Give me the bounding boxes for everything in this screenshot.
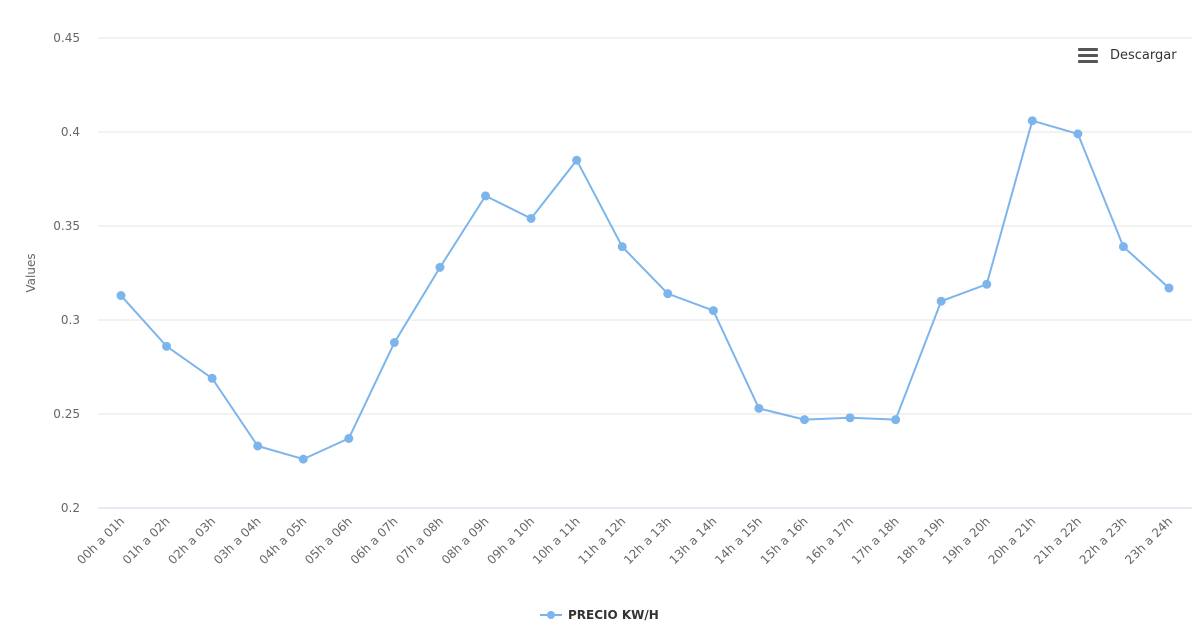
series-markers[interactable] [116,116,1174,464]
data-point[interactable] [891,415,901,425]
y-tick-label: 0.25 [53,407,80,421]
data-point[interactable] [207,373,217,383]
data-point[interactable] [845,413,855,423]
x-tick-label: 17h a 18h [849,514,902,567]
x-tick-label: 18h a 19h [894,514,947,567]
data-point[interactable] [162,341,172,351]
legend-label: PRECIO KW/H [568,608,659,622]
data-point[interactable] [1027,116,1037,126]
x-tick-label: 02h a 03h [165,514,218,567]
data-point[interactable] [799,415,809,425]
data-point[interactable] [526,213,536,223]
y-axis-title: Values [24,253,38,292]
data-point[interactable] [344,433,354,443]
hamburger-icon [1078,47,1098,63]
x-tick-label: 12h a 13h [621,514,674,567]
y-axis-ticks: 0.2 0.25 0.3 0.35 0.4 0.45 [53,31,80,515]
data-point[interactable] [116,291,126,301]
data-point[interactable] [754,403,764,413]
data-point[interactable] [936,296,946,306]
legend-item-precio[interactable]: PRECIO KW/H [540,608,659,622]
download-menu-button[interactable]: Descargar [1078,42,1177,68]
data-point[interactable] [1164,283,1174,293]
grid-lines [98,37,1192,509]
x-tick-label: 09h a 10h [484,514,537,567]
x-tick-label: 00h a 01h [74,514,127,567]
legend-marker-icon [540,609,562,621]
x-tick-label: 19h a 20h [940,514,993,567]
y-tick-label: 0.4 [61,125,80,139]
x-tick-label: 22h a 23h [1077,514,1130,567]
data-point[interactable] [298,454,308,464]
x-tick-label: 07h a 08h [393,514,446,567]
data-point[interactable] [617,242,627,252]
x-tick-label: 05h a 06h [302,514,355,567]
x-tick-label: 16h a 17h [803,514,856,567]
data-point[interactable] [572,155,582,165]
data-point[interactable] [253,441,263,451]
data-point[interactable] [982,279,992,289]
x-tick-label: 01h a 02h [120,514,173,567]
x-tick-label: 15h a 16h [758,514,811,567]
x-tick-label: 08h a 09h [439,514,492,567]
data-point[interactable] [708,306,718,316]
x-tick-label: 10h a 11h [530,514,583,567]
x-tick-label: 06h a 07h [348,514,401,567]
data-point[interactable] [481,191,491,201]
x-tick-label: 14h a 15h [712,514,765,567]
x-tick-label: 13h a 14h [667,514,720,567]
y-tick-label: 0.45 [53,31,80,45]
x-tick-label: 04h a 05h [257,514,310,567]
series-line [120,119,1170,461]
y-tick-label: 0.2 [61,501,80,515]
x-tick-label: 23h a 24h [1122,514,1175,567]
x-tick-label: 03h a 04h [211,514,264,567]
data-point[interactable] [435,262,445,272]
data-point[interactable] [663,289,673,299]
x-tick-label: 21h a 22h [1031,514,1084,567]
data-point[interactable] [1073,129,1083,139]
y-tick-label: 0.3 [61,313,80,327]
y-tick-label: 0.35 [53,219,80,233]
download-label: Descargar [1110,47,1177,63]
x-tick-label: 20h a 21h [986,514,1039,567]
x-tick-label: 11h a 12h [575,514,628,567]
data-point[interactable] [389,338,399,348]
data-point[interactable] [1118,242,1128,252]
